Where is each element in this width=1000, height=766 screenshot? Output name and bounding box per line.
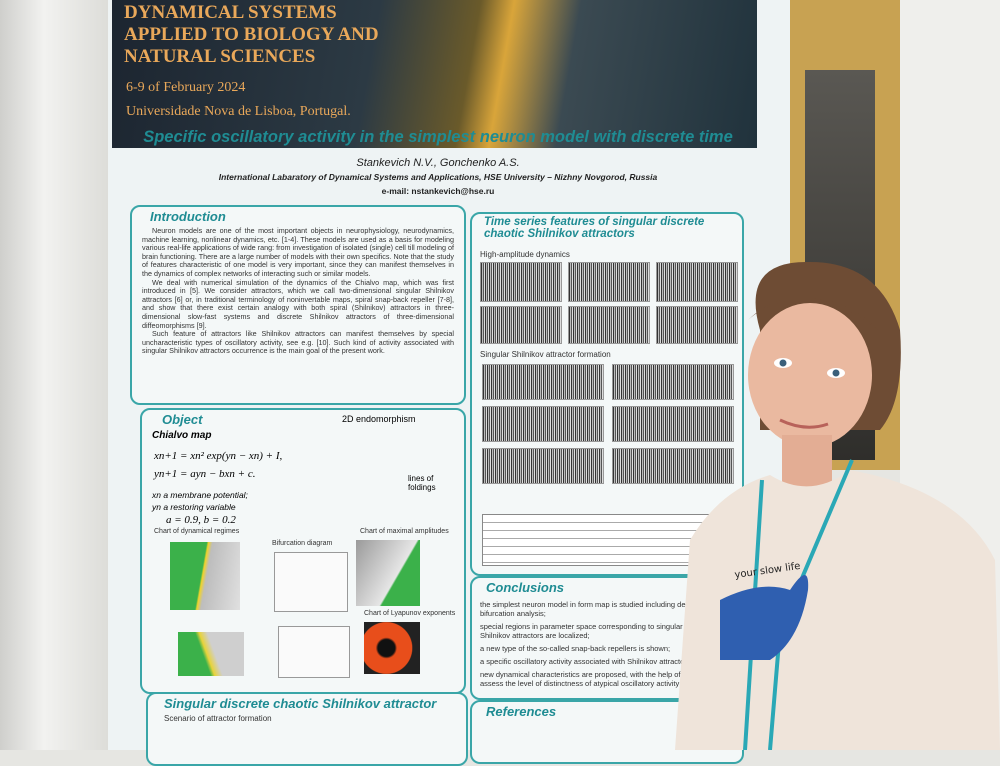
equation: xn+1 = xn² exp(yn − xn) + I, (154, 450, 283, 462)
banner-title: DYNAMICAL SYSTEMS APPLIED TO BIOLOGY AND… (124, 2, 379, 68)
face (748, 303, 872, 447)
time-series-plot (612, 406, 734, 442)
time-series-plot (568, 262, 650, 302)
section-heading: Object (162, 412, 203, 427)
time-series-plot (480, 262, 562, 302)
page: DYNAMICAL SYSTEMS APPLIED TO BIOLOGY AND… (0, 0, 901, 766)
email: e-mail: nstankevich@hse.ru (381, 186, 495, 196)
banner: DYNAMICAL SYSTEMS APPLIED TO BIOLOGY AND… (112, 0, 757, 148)
introduction-box: Introduction Neuron models are one of th… (130, 205, 466, 405)
conclusions-list: the simplest neuron model in form map is… (480, 600, 730, 688)
variable: xn a membrane potential; (152, 490, 248, 500)
endomorphism: 2D endomorphism (342, 414, 416, 424)
time-series-box: Time series features of singular discret… (470, 212, 744, 576)
banner-line: APPLIED TO BIOLOGY AND (124, 24, 379, 45)
section-heading: Conclusions (486, 580, 565, 595)
panel-label: Singular Shilnikov attractor formation (480, 350, 611, 359)
paragraph: We deal with numerical simulation of the… (142, 277, 454, 330)
params: a = 0.9, b = 0.2 (166, 514, 236, 526)
time-series-plot (482, 448, 604, 484)
foldings: lines of foldings (408, 474, 436, 492)
time-series-plot (612, 448, 734, 484)
poster-title: Specific oscillatory activity in the sim… (143, 128, 733, 146)
object-box: Object Chialvo map 2D endomorphism xn+1 … (140, 408, 466, 694)
chart-label: Bifurcation diagram (272, 540, 333, 547)
banner-dates: 6-9 of February 2024 (126, 80, 246, 95)
map-name: Chialvo map (152, 430, 212, 441)
iris (779, 359, 787, 367)
bifurcation-chart (274, 552, 348, 612)
affiliation: International Labaratory of Dynamical Sy… (218, 172, 658, 182)
variable: yn a restoring variable (152, 502, 236, 512)
time-series-plot (480, 306, 562, 344)
equation: yn+1 = ayn − bxn + c. (154, 468, 256, 480)
conclusion-item: a new type of the so-called snap-back re… (480, 644, 671, 653)
chart-label: Chart of Lyapunov exponents (364, 610, 456, 617)
chart-label: Chart of dynamical regimes (154, 528, 240, 535)
chart-label: Chart of maximal amplitudes (360, 528, 449, 535)
bifurcation-chart (278, 626, 350, 678)
time-series-plot (656, 262, 738, 302)
banner-line: NATURAL SCIENCES (124, 46, 316, 67)
conclusion-item: special regions in parameter space corre… (480, 622, 711, 640)
iris (832, 369, 840, 377)
subheading: Scenario of attractor formation (164, 714, 272, 723)
person: your slow life (720, 261, 901, 750)
conclusion-item: a specific oscillatory activity associat… (480, 657, 691, 666)
time-series-plot (482, 406, 604, 442)
lyapunov-chart (364, 622, 420, 674)
time-series-plot (568, 306, 650, 344)
time-series-plot (482, 364, 604, 400)
section-heading: Introduction (150, 209, 226, 224)
mouth (779, 418, 829, 429)
conclusion-item: the simplest neuron model in form map is… (480, 600, 704, 618)
panel-label: High-amplitude dynamics (480, 250, 570, 259)
left-wall (0, 0, 110, 750)
paragraph: Such feature of attractors like Shilniko… (142, 329, 454, 356)
time-series-plot (612, 364, 734, 400)
section-heading: Singular discrete chaotic Shilnikov attr… (164, 696, 437, 711)
regime-chart (178, 632, 244, 676)
cat-print (720, 575, 809, 660)
neck (782, 435, 832, 490)
banner-venue: Universidade Nova de Lisboa, Portugal. (126, 104, 351, 119)
regime-chart (170, 542, 240, 610)
time-series-plot (656, 306, 738, 344)
paragraph: Neuron models are one of the most import… (142, 226, 454, 278)
amplitude-chart (356, 540, 420, 606)
banner-line: DYNAMICAL SYSTEMS (124, 2, 337, 23)
authors: Stankevich N.V., Gonchenko A.S. (356, 157, 520, 169)
section-heading: Time series features of singular discret… (484, 216, 705, 240)
conclusion-item: new dynamical characteristics are propos… (480, 670, 711, 688)
intro-text: Neuron models are one of the most import… (142, 226, 454, 356)
poster: DYNAMICAL SYSTEMS APPLIED TO BIOLOGY AND… (108, 0, 790, 766)
section-heading: References (486, 704, 557, 719)
